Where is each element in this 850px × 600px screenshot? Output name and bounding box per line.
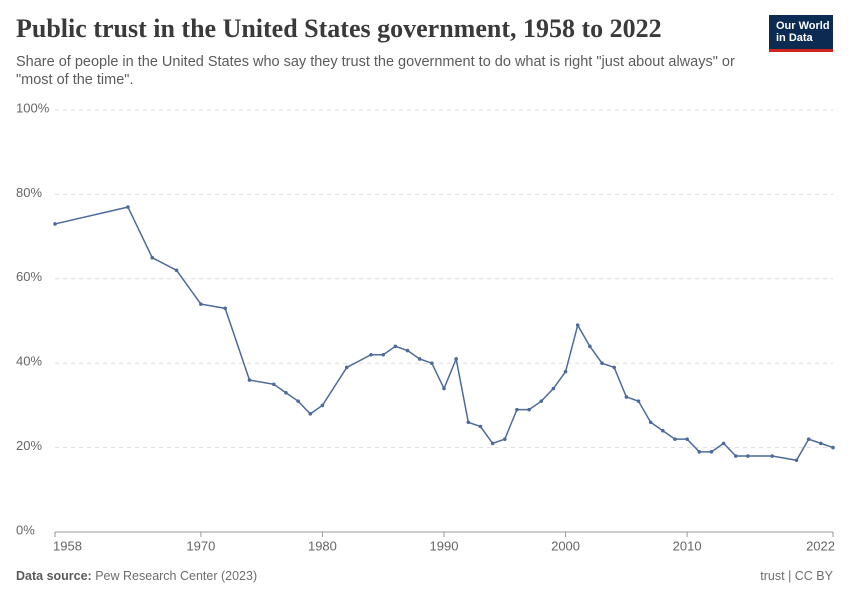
logo-line: in Data [776, 32, 813, 44]
source: Data source: Pew Research Center (2023) [16, 569, 257, 583]
y-tick-label: 20% [16, 438, 42, 453]
chart-title: Public trust in the United States govern… [16, 14, 662, 43]
point [53, 222, 57, 226]
point [272, 382, 276, 387]
point [685, 437, 689, 441]
point [819, 441, 823, 446]
point [575, 323, 580, 328]
x-tick-label: 2010 [673, 538, 702, 553]
source-label: Data source: [16, 569, 92, 583]
point [393, 344, 398, 349]
point [770, 454, 775, 458]
point [344, 365, 349, 370]
point [806, 437, 811, 441]
point [381, 352, 386, 357]
point [296, 399, 300, 403]
point [223, 306, 227, 311]
point [417, 357, 422, 361]
point [551, 386, 556, 391]
y-tick-label: 100% [16, 100, 50, 115]
point [478, 424, 483, 429]
point [150, 255, 155, 260]
point [733, 454, 738, 458]
x-tick-label: 1980 [308, 538, 337, 553]
point [563, 369, 568, 374]
point [588, 344, 592, 349]
y-tick-label: 80% [16, 185, 42, 200]
point [661, 428, 665, 433]
x-tick-label: 1970 [186, 538, 215, 553]
y-tick-label: 60% [16, 269, 42, 284]
point [794, 458, 799, 463]
license[interactable]: trust | CC BY [760, 569, 833, 583]
point [612, 365, 616, 370]
point [405, 348, 410, 353]
x-tick-label: 2000 [551, 538, 580, 553]
x-tick-label: 1990 [430, 538, 459, 553]
point [648, 420, 653, 425]
point [320, 403, 325, 408]
source-name[interactable]: Pew Research Center (2023) [95, 569, 258, 583]
point [539, 399, 544, 403]
y-tick-label: 0% [16, 522, 35, 537]
x-tick-label: 1958 [53, 538, 82, 553]
point [174, 268, 179, 273]
point [369, 352, 373, 357]
point [284, 390, 288, 395]
point [126, 205, 130, 209]
point [721, 441, 726, 446]
x-tick-label: 2022 [806, 538, 835, 553]
point [515, 407, 519, 412]
point [831, 445, 835, 450]
point [308, 412, 313, 416]
logo-line: Our World [776, 20, 830, 32]
point [442, 386, 446, 391]
point [746, 454, 750, 458]
point [624, 395, 629, 399]
point [247, 378, 252, 382]
point [697, 450, 702, 454]
point [709, 450, 714, 454]
point [430, 361, 434, 366]
point [527, 407, 531, 412]
y-tick-label: 40% [16, 354, 42, 369]
point [600, 361, 604, 366]
line [54, 206, 834, 462]
point [454, 357, 458, 361]
point [673, 437, 677, 441]
point [636, 399, 641, 403]
point [199, 302, 203, 306]
point [502, 437, 507, 441]
point [466, 420, 471, 425]
chart-subtitle: Share of people in the United States who… [16, 54, 735, 88]
point [490, 441, 495, 446]
logo[interactable]: Our World in Data [769, 15, 833, 52]
